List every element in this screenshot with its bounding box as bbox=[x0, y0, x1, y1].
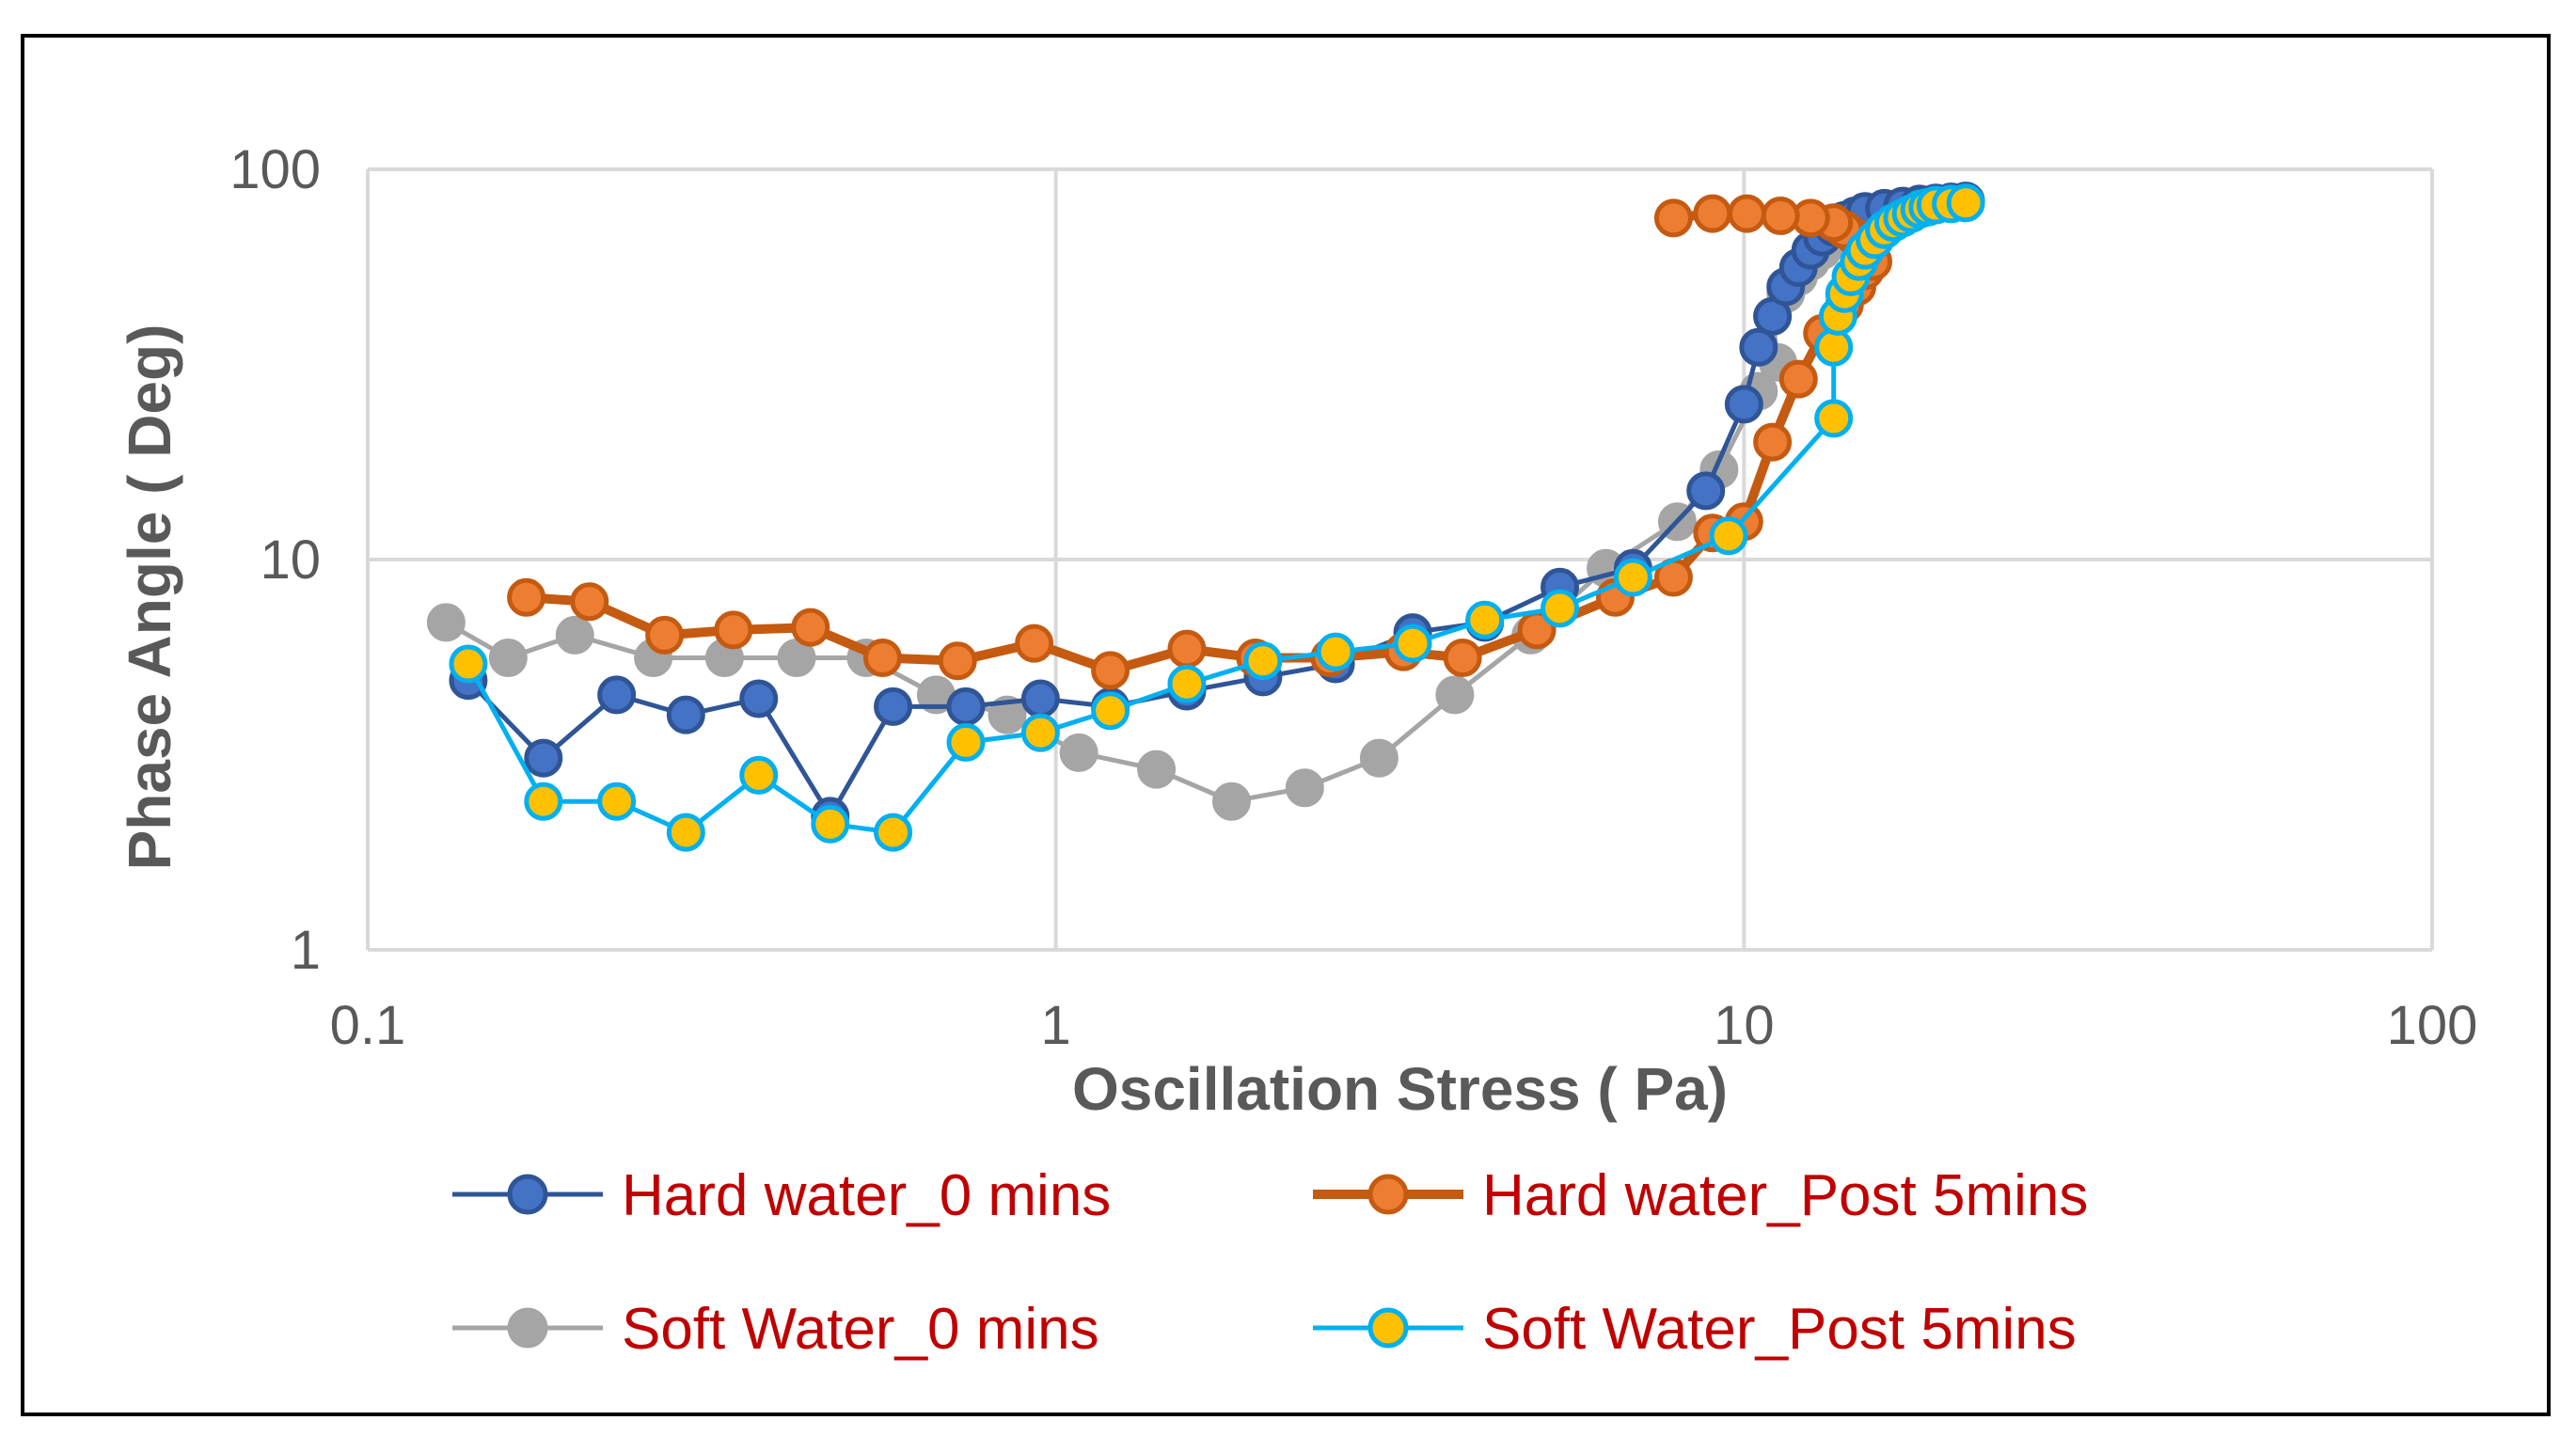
data-point bbox=[1724, 385, 1763, 424]
data-point bbox=[524, 738, 563, 778]
data-point bbox=[1761, 196, 1800, 235]
data-point bbox=[1613, 558, 1652, 597]
data-point bbox=[1211, 781, 1251, 821]
data-point bbox=[874, 813, 913, 852]
y-tick-label: 1 bbox=[291, 920, 321, 981]
data-point bbox=[666, 695, 705, 734]
x-tick-label: 100 bbox=[2387, 995, 2478, 1056]
data-point bbox=[426, 603, 466, 642]
data-point bbox=[570, 582, 609, 622]
legend-label: Soft Water_0 mins bbox=[622, 1297, 1099, 1362]
chart-frame: 0.1 1 10 100 1 10 100 Oscillation Stress ( Pa)… bbox=[21, 34, 2551, 1416]
data-point bbox=[938, 641, 977, 681]
legend-item: Soft Water_Post 5mins bbox=[1313, 1297, 2077, 1362]
data-point bbox=[1167, 664, 1207, 703]
data-point bbox=[1137, 750, 1177, 789]
data-point bbox=[862, 639, 902, 678]
data-point bbox=[1015, 623, 1054, 663]
data-point bbox=[597, 675, 637, 715]
data-point bbox=[1243, 641, 1283, 681]
data-point bbox=[1739, 327, 1778, 367]
data-point bbox=[666, 813, 705, 852]
legend-item: Hard water_Post 5mins bbox=[1313, 1163, 2088, 1228]
data-point bbox=[1059, 733, 1098, 772]
series-3 bbox=[449, 183, 1985, 852]
data-point bbox=[1465, 600, 1505, 639]
data-point bbox=[524, 781, 563, 821]
data-point bbox=[811, 804, 850, 844]
data-point bbox=[714, 610, 753, 650]
data-point bbox=[1020, 713, 1060, 752]
data-point bbox=[1091, 651, 1130, 690]
data-point bbox=[645, 615, 685, 655]
data-point bbox=[1693, 194, 1732, 233]
data-point bbox=[1653, 198, 1693, 238]
series-line bbox=[526, 209, 1878, 675]
data-point bbox=[449, 644, 488, 684]
legend-swatch-marker bbox=[507, 1174, 548, 1215]
data-point bbox=[1316, 632, 1355, 671]
series-1 bbox=[507, 194, 1893, 690]
data-point bbox=[946, 687, 986, 726]
data-point bbox=[1393, 623, 1432, 663]
data-point bbox=[1753, 422, 1793, 462]
series-2 bbox=[426, 183, 1971, 821]
series-layer bbox=[426, 182, 1985, 852]
data-point bbox=[488, 639, 528, 678]
legend-label: Soft Water_Post 5mins bbox=[1482, 1297, 2077, 1362]
y-tick-label: 10 bbox=[260, 529, 321, 591]
data-point bbox=[946, 722, 986, 762]
legend-swatch-marker bbox=[1367, 1174, 1409, 1215]
legend-label: Hard water_Post 5mins bbox=[1482, 1163, 2088, 1228]
data-point bbox=[1167, 629, 1207, 669]
data-point bbox=[1435, 675, 1475, 715]
data-point bbox=[1686, 471, 1726, 511]
y-axis-title: Phase Angle ( Deg) bbox=[116, 324, 183, 871]
data-point bbox=[1285, 768, 1324, 808]
data-point bbox=[1778, 359, 1818, 399]
x-tick-label: 0.1 bbox=[330, 995, 406, 1056]
legend-swatch-marker bbox=[1367, 1307, 1409, 1349]
data-point bbox=[597, 781, 637, 821]
x-axis-title: Oscillation Stress ( Pa) bbox=[1072, 1055, 1728, 1123]
legend: Hard water_0 mins Hard water_Post 5mins So… bbox=[452, 1163, 2088, 1362]
data-point bbox=[1814, 327, 1854, 367]
data-point bbox=[777, 639, 816, 678]
x-tick-label: 10 bbox=[1714, 995, 1775, 1056]
data-point bbox=[1541, 589, 1580, 628]
x-tick-label: 1 bbox=[1041, 995, 1071, 1056]
legend-item: Soft Water_0 mins bbox=[452, 1297, 1099, 1362]
data-point bbox=[739, 755, 779, 795]
data-point bbox=[1709, 516, 1748, 556]
data-point bbox=[1814, 399, 1854, 438]
legend-item: Hard water_0 mins bbox=[452, 1163, 1111, 1228]
data-point bbox=[1020, 679, 1060, 718]
data-point bbox=[874, 687, 913, 726]
data-point bbox=[791, 608, 830, 647]
data-point bbox=[1946, 183, 1985, 223]
y-tick-label: 100 bbox=[229, 139, 321, 200]
data-point bbox=[1359, 738, 1399, 778]
data-point bbox=[555, 615, 594, 655]
data-point bbox=[1443, 639, 1482, 678]
legend-label: Hard water_0 mins bbox=[622, 1163, 1111, 1228]
data-point bbox=[507, 577, 546, 617]
data-point bbox=[1727, 194, 1766, 233]
legend-swatch-marker bbox=[507, 1307, 548, 1349]
data-point bbox=[1091, 691, 1130, 731]
data-point bbox=[739, 679, 779, 718]
data-point bbox=[988, 695, 1027, 734]
